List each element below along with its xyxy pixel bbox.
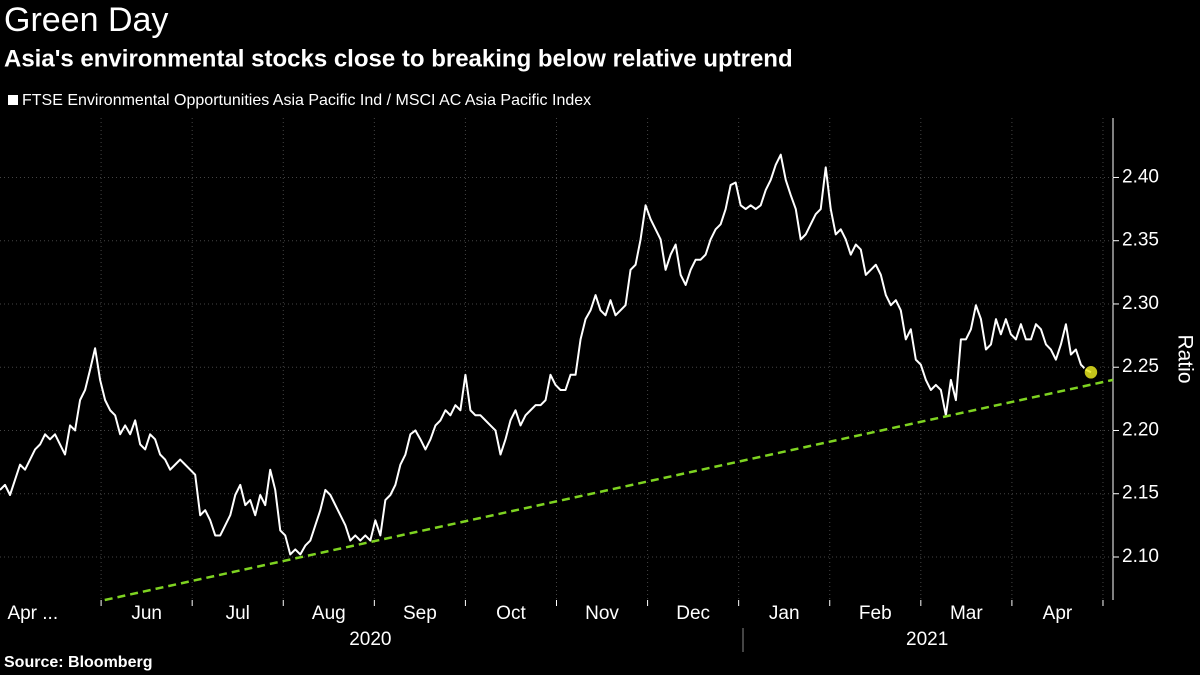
x-tick-label: Nov [585,603,619,624]
x-tick-label: Mar [950,603,983,624]
x-tick-label: Sep [403,603,437,624]
y-tick-label: 2.40 [1122,166,1159,187]
y-tick-label: 2.25 [1122,356,1159,377]
trend-line [104,378,1114,602]
y-tick-label: 2.30 [1122,293,1159,314]
chart-subtitle: Asia's environmental stocks close to bre… [4,45,793,72]
y-tick-label: 2.35 [1122,230,1159,251]
y-tick-label: 2.20 [1122,419,1159,440]
y-tick-label: 2.15 [1122,483,1159,504]
chart-title: Green Day [4,1,168,39]
y-axis-label: Ratio [1173,334,1196,383]
legend-label: FTSE Environmental Opportunities Asia Pa… [22,92,591,109]
source: Source: Bloomberg [4,654,152,671]
x-tick-label: Oct [496,603,526,624]
x-tick-label: Feb [859,603,892,624]
legend-swatch [8,95,18,105]
last-point-marker [1083,364,1099,381]
y-tick-label: 2.10 [1122,546,1159,567]
x-tick-label: Jun [131,603,162,624]
x-tick-label: Jan [769,603,800,624]
year-label: 2021 [906,629,948,650]
year-label: 2020 [349,629,391,650]
x-tick-label: Dec [676,603,710,624]
x-tick-label: Apr [1043,603,1073,624]
data-line [0,153,1092,556]
x-tick-label: Aug [312,603,346,624]
x-tick-label: Apr ... [7,603,58,624]
x-tick-label: Jul [226,603,250,624]
